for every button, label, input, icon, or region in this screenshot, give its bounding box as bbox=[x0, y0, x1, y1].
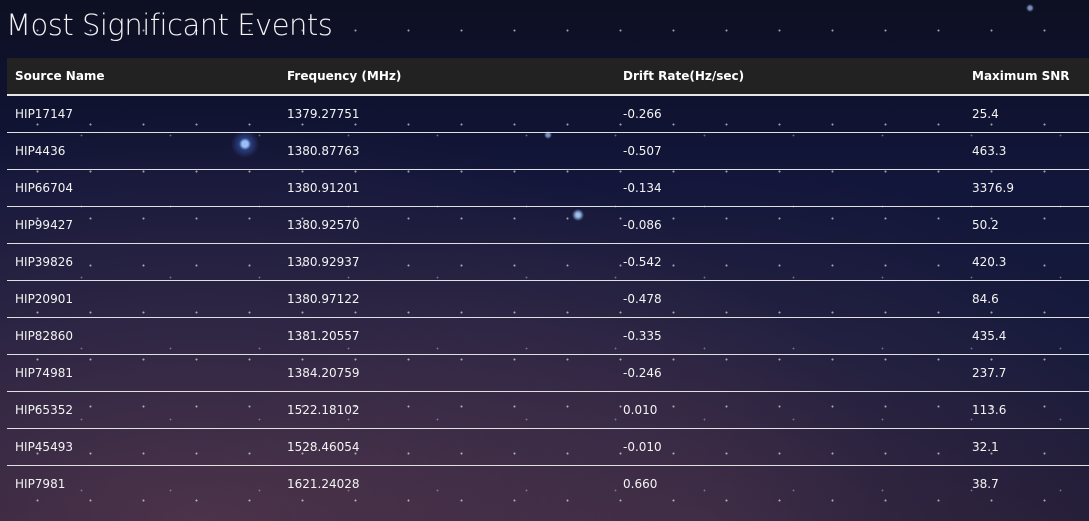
frequency-cell: 1380.92937 bbox=[279, 243, 615, 281]
frequency-cell: 1380.87763 bbox=[279, 132, 615, 170]
source-name-cell: HIP74981 bbox=[7, 354, 279, 392]
maximum-snr-cell: 420.3 bbox=[964, 243, 1089, 281]
maximum-snr-cell: 435.4 bbox=[964, 317, 1089, 355]
table-header-row: Source Name Frequency (MHz) Drift Rate(H… bbox=[7, 58, 1089, 96]
frequency-cell: 1621.24028 bbox=[287, 477, 360, 491]
drift-rate-cell: -0.134 bbox=[615, 169, 964, 207]
maximum-snr-cell: 463.3 bbox=[964, 132, 1089, 170]
drift-rate-cell: 0.010 bbox=[615, 391, 964, 429]
source-name-cell: HIP39826 bbox=[7, 243, 279, 281]
frequency-cell: 1380.91201 bbox=[279, 169, 615, 207]
table-row: HIP99427 1380.92570 -0.086 50.2 bbox=[7, 206, 1089, 244]
source-name-cell: HIP65352 bbox=[7, 391, 279, 429]
maximum-snr-cell: 38.7 bbox=[972, 477, 999, 491]
frequency-cell: 1522.18102 bbox=[279, 391, 615, 429]
table-row: HIP20901 1380.97122 -0.478 84.6 bbox=[7, 280, 1089, 318]
drift-rate-cell: -0.246 bbox=[615, 354, 964, 392]
source-name-cell: HIP66704 bbox=[7, 169, 279, 207]
source-name-cell: HIP20901 bbox=[7, 280, 279, 318]
drift-rate-cell: -0.266 bbox=[615, 95, 964, 133]
drift-rate-cell: -0.507 bbox=[615, 132, 964, 170]
maximum-snr-cell: 113.6 bbox=[964, 391, 1089, 429]
table-row: HIP17147 1379.27751 -0.266 25.4 bbox=[7, 95, 1089, 133]
frequency-cell: 1380.97122 bbox=[279, 280, 615, 318]
drift-rate-cell: -0.010 bbox=[615, 428, 964, 466]
source-name-cell: HIP99427 bbox=[7, 206, 279, 244]
source-name-cell: HIP17147 bbox=[7, 95, 279, 133]
frequency-cell: 1384.20759 bbox=[279, 354, 615, 392]
header-frequency[interactable]: Frequency (MHz) bbox=[279, 58, 615, 96]
maximum-snr-cell: 25.4 bbox=[964, 95, 1089, 133]
maximum-snr-cell: 3376.9 bbox=[964, 169, 1089, 207]
source-name-cell: HIP4436 bbox=[7, 132, 279, 170]
header-source-name[interactable]: Source Name bbox=[7, 58, 279, 96]
table-row: HIP66704 1380.91201 -0.134 3376.9 bbox=[7, 169, 1089, 207]
frequency-cell: 1528.46054 bbox=[279, 428, 615, 466]
maximum-snr-cell: 84.6 bbox=[964, 280, 1089, 318]
table-row: HIP65352 1522.18102 0.010 113.6 bbox=[7, 391, 1089, 429]
table-row: HIP74981 1384.20759 -0.246 237.7 bbox=[7, 354, 1089, 392]
header-maximum-snr[interactable]: Maximum SNR bbox=[964, 58, 1089, 96]
drift-rate-cell: -0.086 bbox=[615, 206, 964, 244]
drift-rate-cell: 0.660 bbox=[623, 477, 658, 491]
maximum-snr-cell: 50.2 bbox=[964, 206, 1089, 244]
page-title: Most Significant Events bbox=[6, 8, 333, 42]
table-row: HIP4436 1380.87763 -0.507 463.3 bbox=[7, 132, 1089, 170]
drift-rate-cell: -0.478 bbox=[615, 280, 964, 318]
source-name-cell: HIP7981 bbox=[15, 477, 66, 491]
events-table: Source Name Frequency (MHz) Drift Rate(H… bbox=[7, 58, 1089, 502]
table-row: HIP82860 1381.20557 -0.335 435.4 bbox=[7, 317, 1089, 355]
drift-rate-cell: -0.335 bbox=[615, 317, 964, 355]
frequency-cell: 1380.92570 bbox=[279, 206, 615, 244]
frequency-cell: 1381.20557 bbox=[279, 317, 615, 355]
maximum-snr-cell: 32.1 bbox=[964, 428, 1089, 466]
frequency-cell: 1379.27751 bbox=[279, 95, 615, 133]
source-name-cell: HIP82860 bbox=[7, 317, 279, 355]
table-row: HIP45493 1528.46054 -0.010 32.1 bbox=[7, 428, 1089, 466]
table-row: HIP39826 1380.92937 -0.542 420.3 bbox=[7, 243, 1089, 281]
maximum-snr-cell: 237.7 bbox=[964, 354, 1089, 392]
table-row: HIP7981 1621.24028 0.660 38.7 bbox=[7, 466, 1089, 503]
drift-rate-cell: -0.542 bbox=[615, 243, 964, 281]
header-drift-rate[interactable]: Drift Rate(Hz/sec) bbox=[615, 58, 964, 96]
source-name-cell: HIP45493 bbox=[7, 428, 279, 466]
